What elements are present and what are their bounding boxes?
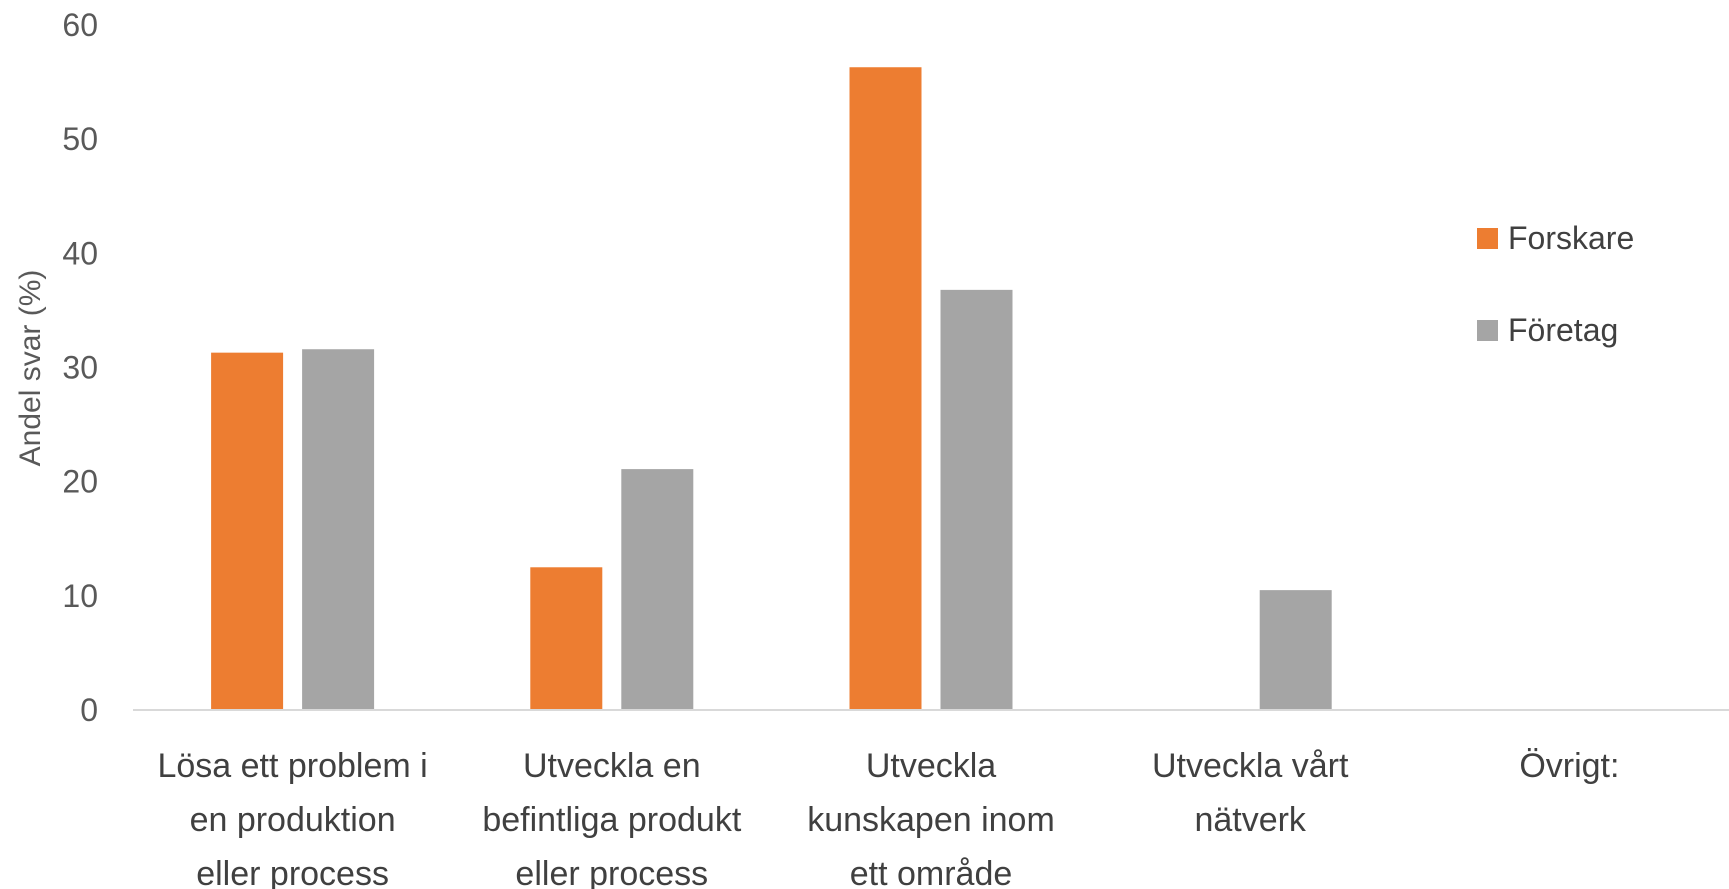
y-tick-label: 50 — [62, 121, 98, 157]
legend: Forskare Företag — [1477, 220, 1634, 348]
bar-forskare — [211, 352, 284, 710]
x-category-label-line: befintliga produkt — [482, 801, 742, 839]
y-tick-label: 60 — [62, 7, 98, 43]
legend-swatch-forskare — [1477, 228, 1498, 249]
y-axis-label: Andel svar (%) — [14, 270, 47, 467]
legend-label-företag: Företag — [1508, 312, 1618, 348]
bar-företag — [940, 289, 1013, 710]
x-category-label-line: en produktion — [190, 801, 396, 839]
y-tick-label: 40 — [62, 235, 98, 271]
x-category-label-line: kunskapen inom — [807, 801, 1055, 839]
y-axis-ticks: 0 10 20 30 40 50 60 — [62, 7, 98, 728]
y-tick-label: 20 — [62, 464, 98, 500]
x-category-label: Övrigt: — [1519, 747, 1619, 785]
x-category-label-line: Utveckla vårt — [1152, 747, 1349, 785]
y-tick-label: 10 — [62, 578, 98, 614]
x-category-label: Utveckla en befintliga produkt eller proce… — [482, 747, 742, 889]
legend-label-forskare: Forskare — [1508, 220, 1634, 256]
bar-forskare — [849, 67, 922, 710]
x-category-label-line: eller process — [515, 855, 708, 889]
y-tick-label: 30 — [62, 350, 98, 386]
bar-företag — [621, 469, 694, 710]
bars — [211, 67, 1332, 710]
x-category-label-line: eller process — [196, 855, 389, 889]
y-tick-label: 0 — [80, 692, 98, 728]
bar-företag — [1259, 590, 1332, 710]
x-category-label-line: Lösa ett problem i — [157, 747, 427, 785]
x-category-label-line: nätverk — [1194, 801, 1306, 839]
x-category-label-line: ett område — [850, 855, 1013, 889]
x-category-label: Lösa ett problem i en produktion eller pro… — [157, 747, 427, 889]
x-category-label-line: Utveckla — [866, 747, 996, 785]
x-category-label-line: Utveckla en — [523, 747, 701, 785]
x-category-label-line: Övrigt: — [1519, 747, 1619, 785]
bar-företag — [302, 349, 375, 710]
x-category-label: Utveckla kunskapen inom ett område — [807, 747, 1055, 889]
legend-swatch-företag — [1477, 320, 1498, 341]
x-axis-category-labels: Lösa ett problem i en produktion eller pro… — [157, 747, 1619, 889]
bar-forskare — [530, 567, 603, 710]
x-category-label: Utveckla vårt nätverk — [1152, 747, 1349, 839]
